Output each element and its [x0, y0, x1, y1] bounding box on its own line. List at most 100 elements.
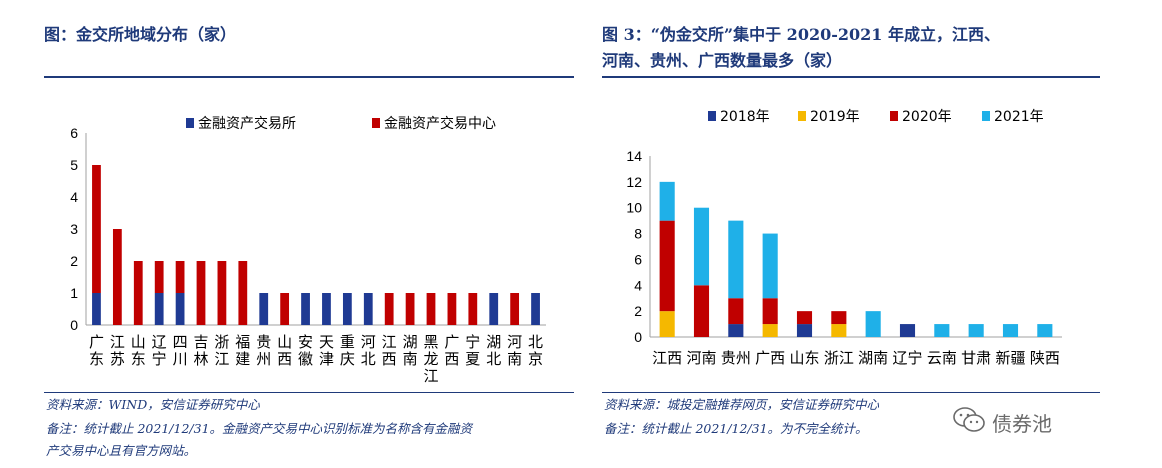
- left-chart-bar-2: [468, 293, 478, 325]
- left-chart-legend-swatch: [372, 118, 380, 128]
- left-chart-bar-2: [510, 293, 520, 325]
- right-chart-bar-1: [899, 324, 916, 337]
- right-chart-bar-4: [728, 220, 744, 299]
- left-chart-category-label: 吉林: [193, 333, 208, 368]
- left-chart-bar-1: [363, 293, 373, 325]
- right-chart-legend-label: 2021年: [994, 109, 1044, 125]
- right-chart-y-tick-label: 10: [626, 200, 642, 216]
- right-chart-category-label: 新疆: [995, 349, 1025, 367]
- right-chart-category-label: 辽宁: [892, 349, 922, 367]
- left-chart-category-label: 湖北: [486, 333, 501, 368]
- right-source-text: 资料来源：城投定融推荐网页，安信证券研究中心: [604, 397, 880, 412]
- right-chart-bar-4: [934, 324, 950, 337]
- left-title-rule: [44, 76, 574, 78]
- right-chart-y-tick-label: 8: [634, 226, 642, 242]
- right-chart-legend-swatch: [708, 111, 716, 121]
- right-note-text: 备注：统计截止 2021/12/31。为不完全统计。: [604, 421, 868, 436]
- right-chart-legend-swatch: [798, 111, 806, 121]
- left-chart-category-label: 宁夏: [465, 333, 480, 368]
- left-chart-y-tick-label: 5: [70, 157, 78, 173]
- left-chart-y-tick-label: 4: [70, 189, 78, 205]
- left-chart: 0 1 2 3 4 5 6 广东江苏山东辽宁四川吉林浙江福建贵州山西安徽天津重庆河北江西湖南黑…: [70, 115, 546, 385]
- right-chart-bar-3: [728, 298, 744, 325]
- left-chart-category-label: 福建: [235, 333, 250, 368]
- left-chart-bar-2: [217, 261, 227, 325]
- right-chart-y-tick-label: 4: [634, 277, 642, 293]
- right-chart-bar-4: [693, 207, 710, 286]
- left-chart-y-tick-label: 6: [70, 125, 78, 141]
- right-chart-category-label: 广西: [755, 349, 785, 367]
- right-chart-y-tick-label: 0: [634, 329, 642, 345]
- right-chart-legend-swatch: [982, 111, 990, 121]
- right-chart-bar-3: [693, 285, 710, 337]
- left-chart-bar-1: [301, 293, 310, 325]
- right-chart-category-label: 河南: [686, 349, 716, 367]
- right-chart-category-label: 湖南: [858, 349, 888, 367]
- left-chart-bar-2: [154, 261, 164, 293]
- left-figure-panel: 图：金交所地域分布（家） 0 1 2 3 4 5 6 广东 江苏 山东 辽宁 四川 吉林 浙江 福建 贵州 山西…: [0, 0, 580, 468]
- right-chart-bar-4: [659, 181, 675, 221]
- left-chart-y-tick-label: 3: [70, 221, 78, 237]
- right-chart-category-label: 江西: [652, 349, 682, 367]
- right-chart-bar-2: [762, 324, 778, 337]
- right-chart-bar-3: [762, 298, 778, 325]
- left-chart-category-label: 辽宁: [152, 333, 167, 368]
- right-figure-panel: 图 3：“伪金交所”集中于 2020-2021 年成立，江西、 河南、贵州、广西…: [590, 0, 1162, 468]
- left-chart-bar-1: [92, 293, 101, 325]
- left-chart-bar-1: [259, 293, 269, 325]
- left-chart-legend-label: 金融资产交易中心: [384, 115, 496, 132]
- left-chart-bar-1: [489, 293, 499, 325]
- left-source-rule: [44, 392, 574, 393]
- watermark-text: 债券池: [992, 412, 1052, 436]
- right-chart-category-label: 贵州: [721, 349, 751, 367]
- right-chart-bar-4: [968, 324, 984, 337]
- right-title-rule: [602, 76, 1100, 78]
- left-chart-bar-1: [322, 293, 331, 325]
- left-chart-bar-2: [384, 293, 394, 325]
- left-chart-bar-2: [426, 293, 436, 325]
- right-chart-bar-4: [762, 233, 778, 299]
- left-chart-bar-2: [133, 261, 143, 325]
- left-chart-category-label: 安徽: [298, 333, 313, 368]
- left-chart-category-label: 浙江: [214, 333, 229, 368]
- left-chart-category-label: 江西: [382, 333, 397, 368]
- right-chart-bar-3: [831, 311, 847, 325]
- left-note-line1: 备注：统计截止 2021/12/31。金融资产交易中心识别标准为名称含有金融资: [46, 421, 473, 436]
- left-chart-bar-2: [280, 293, 290, 325]
- left-chart-y-tick-label: 1: [70, 285, 78, 301]
- left-chart-legend-swatch: [186, 118, 194, 128]
- left-chart-category-label: 湖南: [403, 333, 418, 368]
- right-chart: 0 2 4 6 8 10 12 14 江西 河南 贵州 广西 山东 浙江 湖南 辽宁 云南 甘肃 新疆 陕西 2018年…: [626, 109, 1062, 367]
- left-chart-y-tick-label: 0: [70, 317, 78, 333]
- left-chart-category-label: 江苏: [110, 333, 125, 368]
- left-chart-bar-2: [92, 165, 101, 293]
- left-chart-bar-2: [405, 293, 415, 325]
- left-chart-category-label: 山西: [277, 333, 292, 368]
- right-source-rule: [602, 392, 1100, 393]
- right-chart-legend-swatch: [890, 111, 898, 121]
- left-chart-category-label: 天津: [319, 333, 334, 368]
- left-note-line2: 产交易中心且有官方网站。: [46, 443, 197, 458]
- left-chart-category-label: 河北: [361, 333, 376, 368]
- left-chart-bar-1: [531, 293, 540, 325]
- right-figure-title-line2: 河南、贵州、广西数量最多（家）: [602, 51, 843, 70]
- left-chart-bar-1: [154, 293, 164, 325]
- left-chart-category-label: 黑龙江: [423, 333, 438, 385]
- right-chart-legend-label: 2018年: [720, 109, 770, 125]
- right-chart-y-tick-label: 6: [634, 251, 642, 267]
- left-chart-category-label: 山东: [131, 333, 146, 368]
- right-figure-title-line1: 图 3：“伪金交所”集中于 2020-2021 年成立，江西、: [602, 25, 1000, 44]
- left-chart-bar-1: [175, 293, 185, 325]
- right-chart-bar-1: [796, 324, 813, 337]
- right-chart-category-label: 甘肃: [961, 349, 991, 367]
- left-figure-title: 图：金交所地域分布（家）: [44, 25, 237, 44]
- right-chart-bar-4: [1002, 324, 1019, 337]
- right-chart-bar-2: [831, 324, 847, 337]
- right-chart-category-label: 浙江: [824, 349, 854, 367]
- left-chart-bar-2: [112, 229, 122, 325]
- left-chart-category-label: 四川: [173, 333, 188, 368]
- right-chart-y-tick-label: 12: [626, 174, 642, 190]
- left-chart-bar-2: [175, 261, 185, 293]
- left-chart-bar-1: [342, 293, 352, 325]
- wechat-icon: [952, 406, 986, 439]
